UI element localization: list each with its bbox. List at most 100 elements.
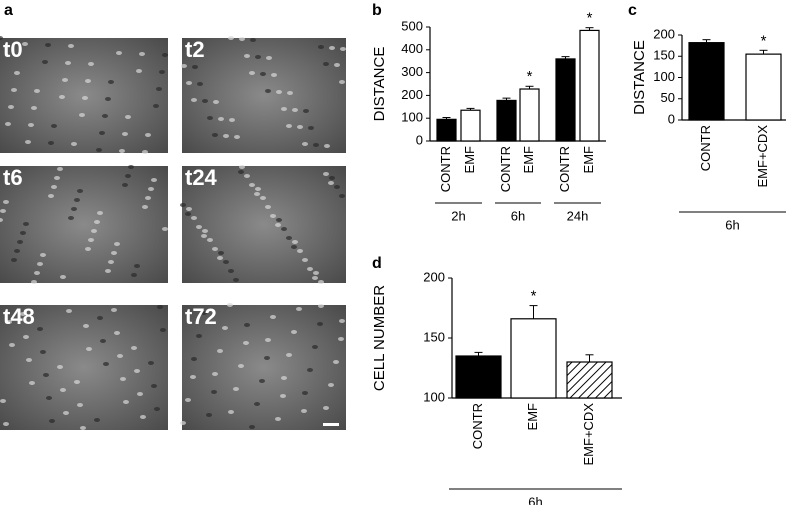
bar <box>460 109 481 142</box>
x-tick-label: EMF+CDX <box>755 125 770 188</box>
cell <box>11 258 17 262</box>
cell <box>191 357 197 361</box>
cell <box>48 141 54 145</box>
cell <box>40 350 46 354</box>
cell <box>59 95 65 99</box>
cell <box>265 338 271 342</box>
bar <box>455 355 502 399</box>
cell <box>302 142 308 146</box>
cell <box>329 46 335 50</box>
cell <box>65 61 71 65</box>
cell <box>88 238 94 242</box>
cell <box>8 105 14 109</box>
micrograph <box>182 305 346 430</box>
cell <box>186 207 192 211</box>
cell <box>254 402 260 406</box>
cell <box>159 70 165 74</box>
cell <box>0 209 6 213</box>
y-axis-label: DISTANCE <box>371 47 388 122</box>
cell <box>312 276 318 280</box>
cell <box>318 45 324 49</box>
cell <box>328 181 334 185</box>
cell <box>117 354 123 358</box>
cell <box>211 390 217 394</box>
cell <box>271 73 277 77</box>
cell <box>28 123 34 127</box>
bar <box>436 118 457 142</box>
cell <box>190 375 196 379</box>
cell <box>45 43 51 47</box>
cell <box>201 311 207 315</box>
micrographs: t0 t2 t6 t24 t48 t72 <box>0 36 346 430</box>
cell <box>157 305 163 309</box>
cell <box>196 225 202 229</box>
significance-mark: * <box>527 68 533 85</box>
cell <box>333 360 339 364</box>
cell <box>339 194 345 198</box>
cell <box>154 407 160 411</box>
cell <box>243 341 249 345</box>
cell <box>259 379 265 383</box>
cell <box>160 328 166 332</box>
cell <box>34 271 40 275</box>
cell <box>96 148 102 152</box>
cell <box>6 320 12 324</box>
x-tick-label: CONTR <box>470 403 485 449</box>
panel-label: d <box>372 255 382 272</box>
cell <box>134 369 140 373</box>
cell <box>108 80 114 84</box>
cell <box>265 205 271 209</box>
x-tick-label: EMF <box>521 146 536 174</box>
cell <box>292 108 298 112</box>
cell <box>148 361 154 365</box>
cell <box>120 377 126 381</box>
cell <box>275 223 281 227</box>
y-tick-label: 150 <box>423 329 445 344</box>
bar <box>579 29 600 142</box>
cell <box>181 64 187 68</box>
cell <box>323 406 329 410</box>
cell <box>137 392 143 396</box>
cell <box>317 322 323 326</box>
cell <box>71 142 77 146</box>
cell <box>122 132 128 136</box>
cell <box>128 165 134 169</box>
cell <box>62 78 68 82</box>
cell <box>34 89 40 93</box>
y-axis-label: DISTANCE <box>631 40 648 115</box>
x-tick-label: EMF+CDX <box>581 403 596 466</box>
cell <box>340 47 346 51</box>
y-tick-label: 100 <box>401 110 423 125</box>
cell <box>140 415 146 419</box>
bar <box>566 361 613 399</box>
cell <box>180 421 186 425</box>
cell <box>249 71 255 75</box>
cell <box>79 113 85 117</box>
cell <box>80 426 86 430</box>
cell <box>156 87 162 91</box>
y-tick-label: 0 <box>416 132 423 147</box>
cell <box>308 126 314 130</box>
cell <box>228 410 234 414</box>
cell <box>297 125 303 129</box>
cell <box>255 55 261 59</box>
cell <box>302 391 308 395</box>
cell <box>318 304 324 308</box>
cell <box>281 227 287 231</box>
x-tick-label: CONTR <box>438 146 453 192</box>
cell <box>145 133 151 137</box>
x-tick-label: CONTR <box>557 146 572 192</box>
cell <box>196 334 202 338</box>
cell <box>313 271 319 275</box>
cell <box>287 91 293 95</box>
cell <box>223 134 229 138</box>
cell <box>281 107 287 111</box>
cell <box>136 69 142 73</box>
cell <box>68 44 74 48</box>
cell <box>276 90 282 94</box>
cell <box>339 80 345 84</box>
cell <box>207 238 213 242</box>
y-tick-label: 200 <box>653 26 675 41</box>
cell <box>26 358 32 362</box>
cell <box>94 418 100 422</box>
